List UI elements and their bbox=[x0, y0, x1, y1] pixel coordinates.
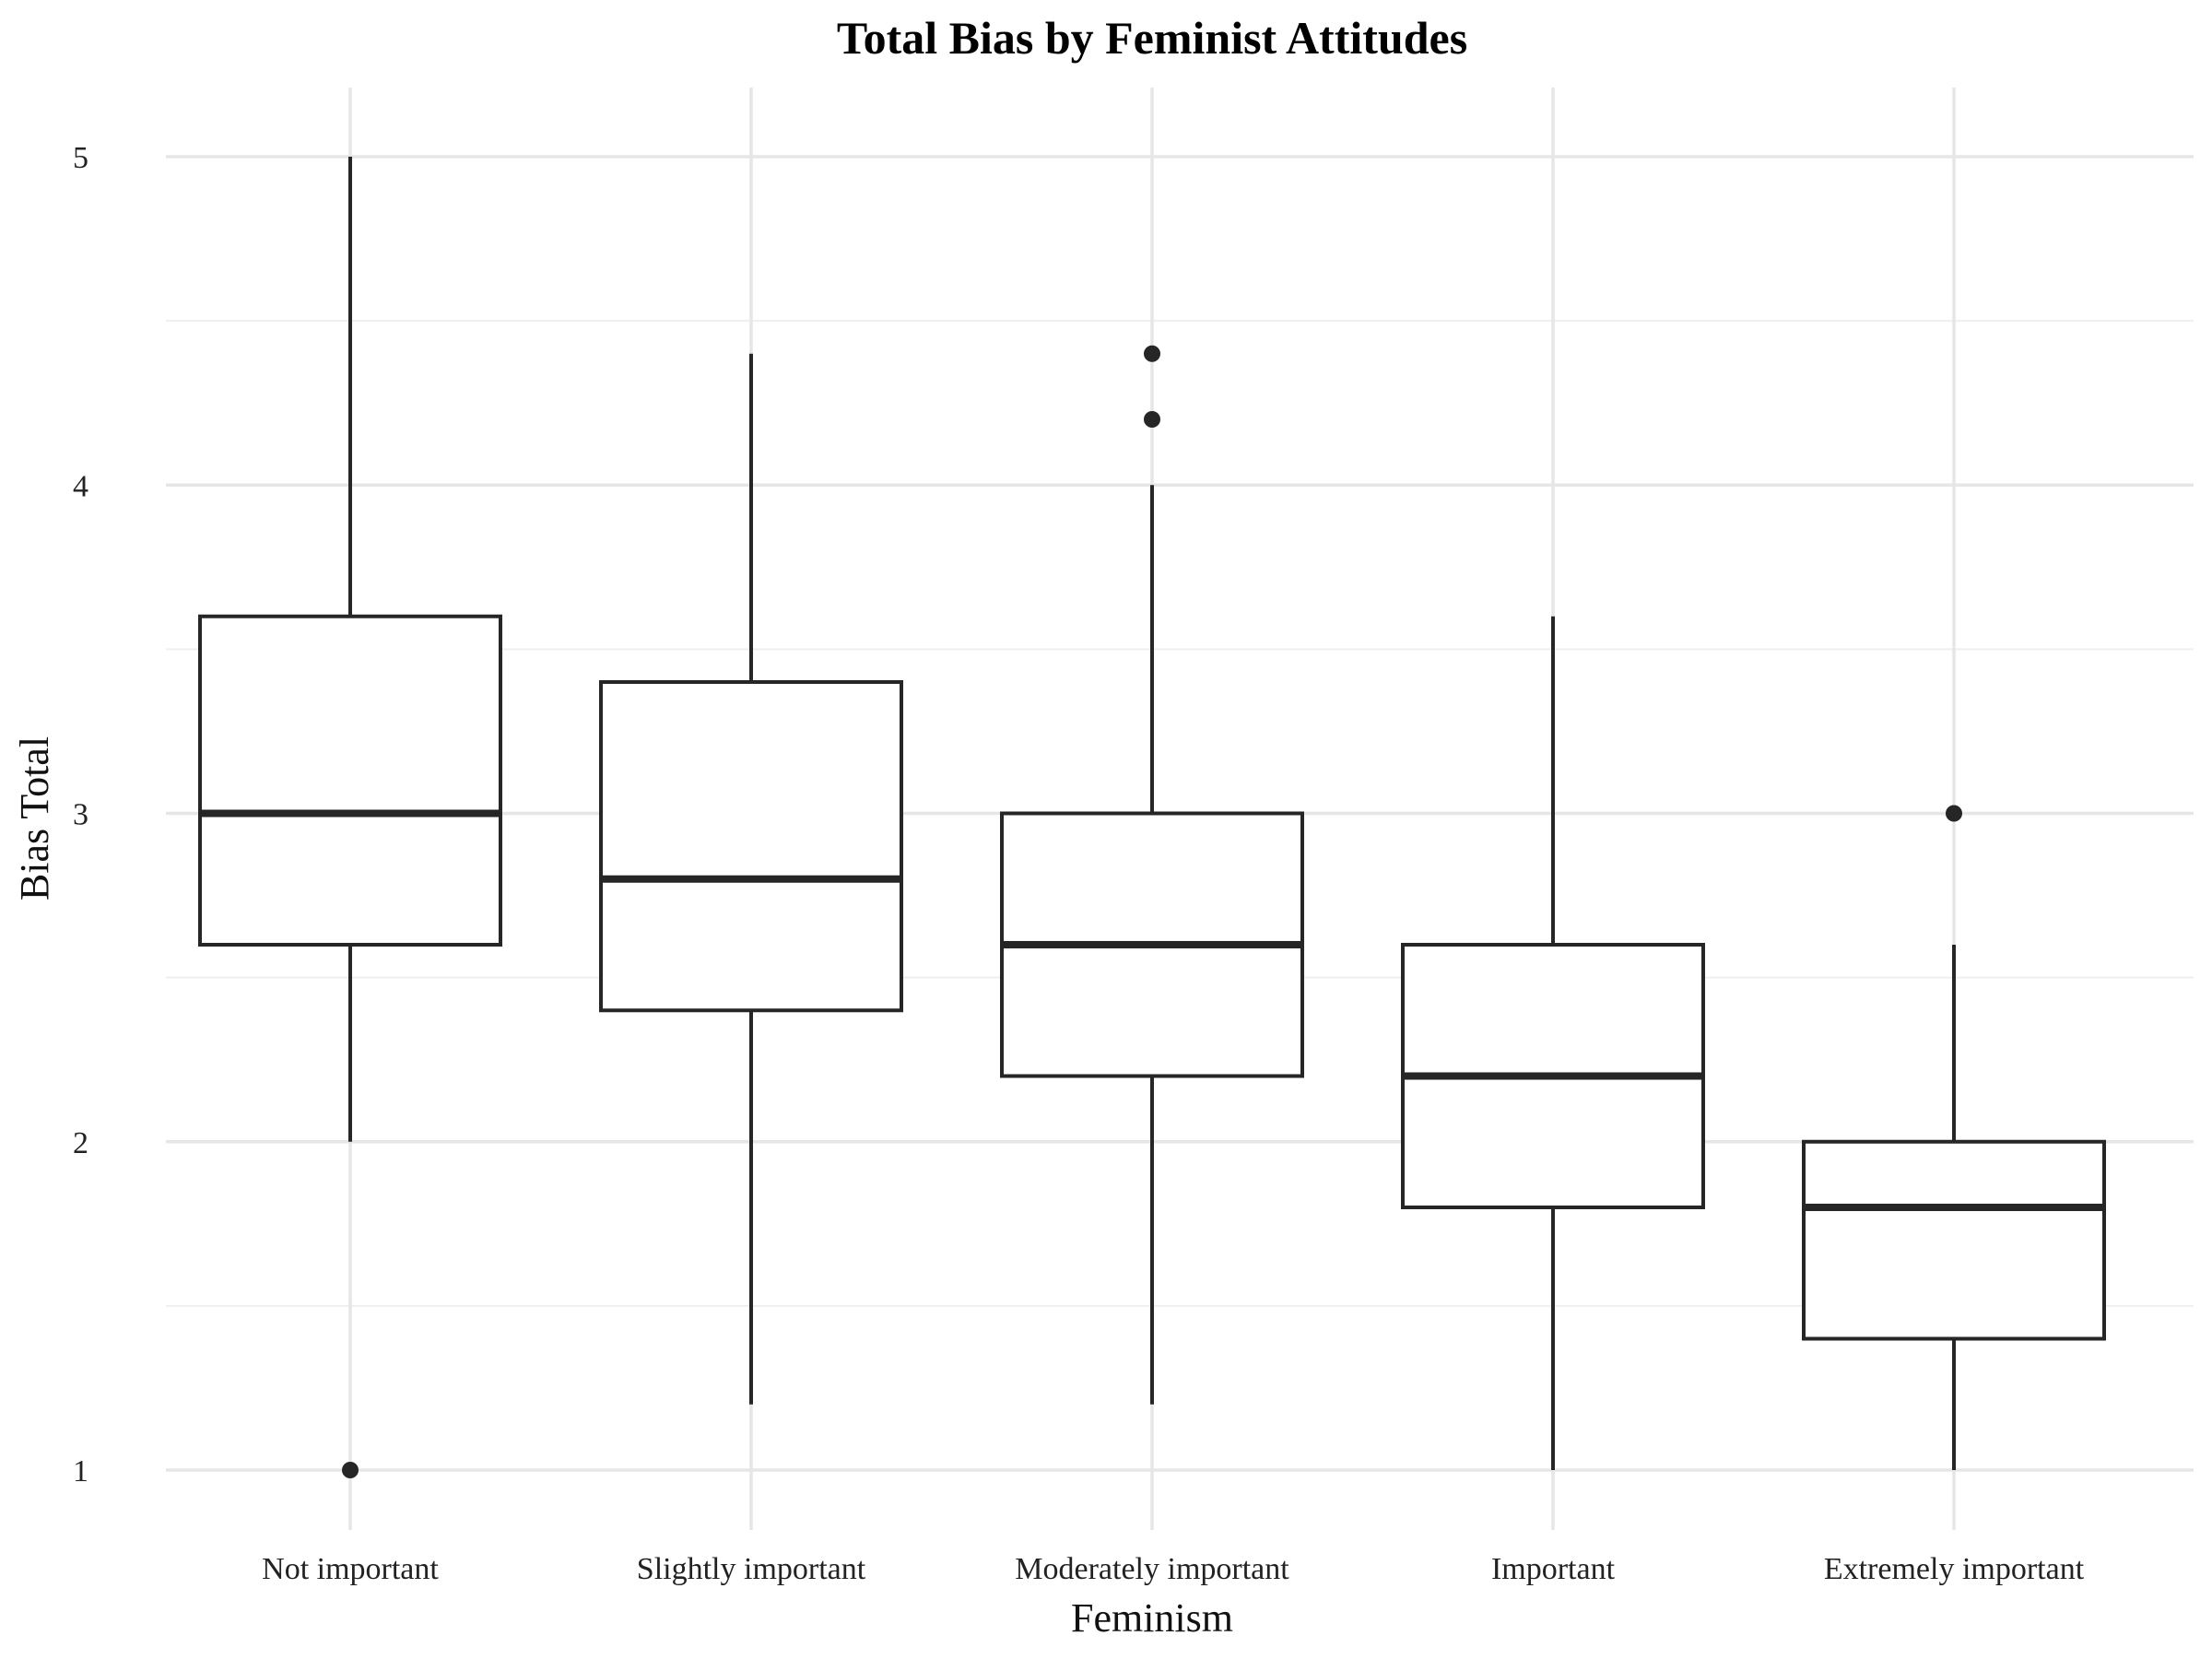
outlier-point bbox=[1144, 345, 1160, 362]
iqr-box bbox=[1802, 1139, 2106, 1341]
boxes bbox=[198, 157, 2106, 1478]
y-tick-labels: 1 2 3 4 5 bbox=[73, 141, 88, 1488]
outlier-point bbox=[1144, 411, 1160, 428]
x-tick-label: Important bbox=[1491, 1552, 1616, 1586]
outlier-point bbox=[1946, 805, 1962, 822]
y-tick-label: 1 bbox=[73, 1454, 88, 1488]
x-tick-label: Slightly important bbox=[637, 1552, 866, 1586]
x-axis-title: Feminism bbox=[1071, 1595, 1233, 1641]
outlier-point bbox=[342, 1462, 359, 1478]
x-tick-label: Moderately important bbox=[1015, 1552, 1289, 1586]
iqr-box bbox=[599, 680, 903, 1013]
x-tick-label: Not important bbox=[262, 1552, 439, 1586]
x-tick-label: Extremely important bbox=[1824, 1552, 2085, 1586]
y-tick-label: 3 bbox=[73, 798, 88, 832]
x-tick-labels: Not important Slightly important Moderatel… bbox=[262, 1552, 2085, 1586]
y-axis-title: Bias Total bbox=[12, 736, 57, 900]
iqr-box bbox=[198, 614, 502, 947]
box-2 bbox=[599, 353, 903, 1405]
y-tick-label: 5 bbox=[73, 141, 88, 175]
chart-title: Total Bias by Feminist Attitudes bbox=[837, 12, 1467, 64]
y-tick-label: 2 bbox=[73, 1126, 88, 1160]
box-3 bbox=[1000, 345, 1304, 1405]
box-4 bbox=[1401, 616, 1705, 1470]
y-tick-label: 4 bbox=[73, 469, 88, 503]
box-1 bbox=[198, 157, 502, 1478]
box-5 bbox=[1802, 805, 2106, 1470]
